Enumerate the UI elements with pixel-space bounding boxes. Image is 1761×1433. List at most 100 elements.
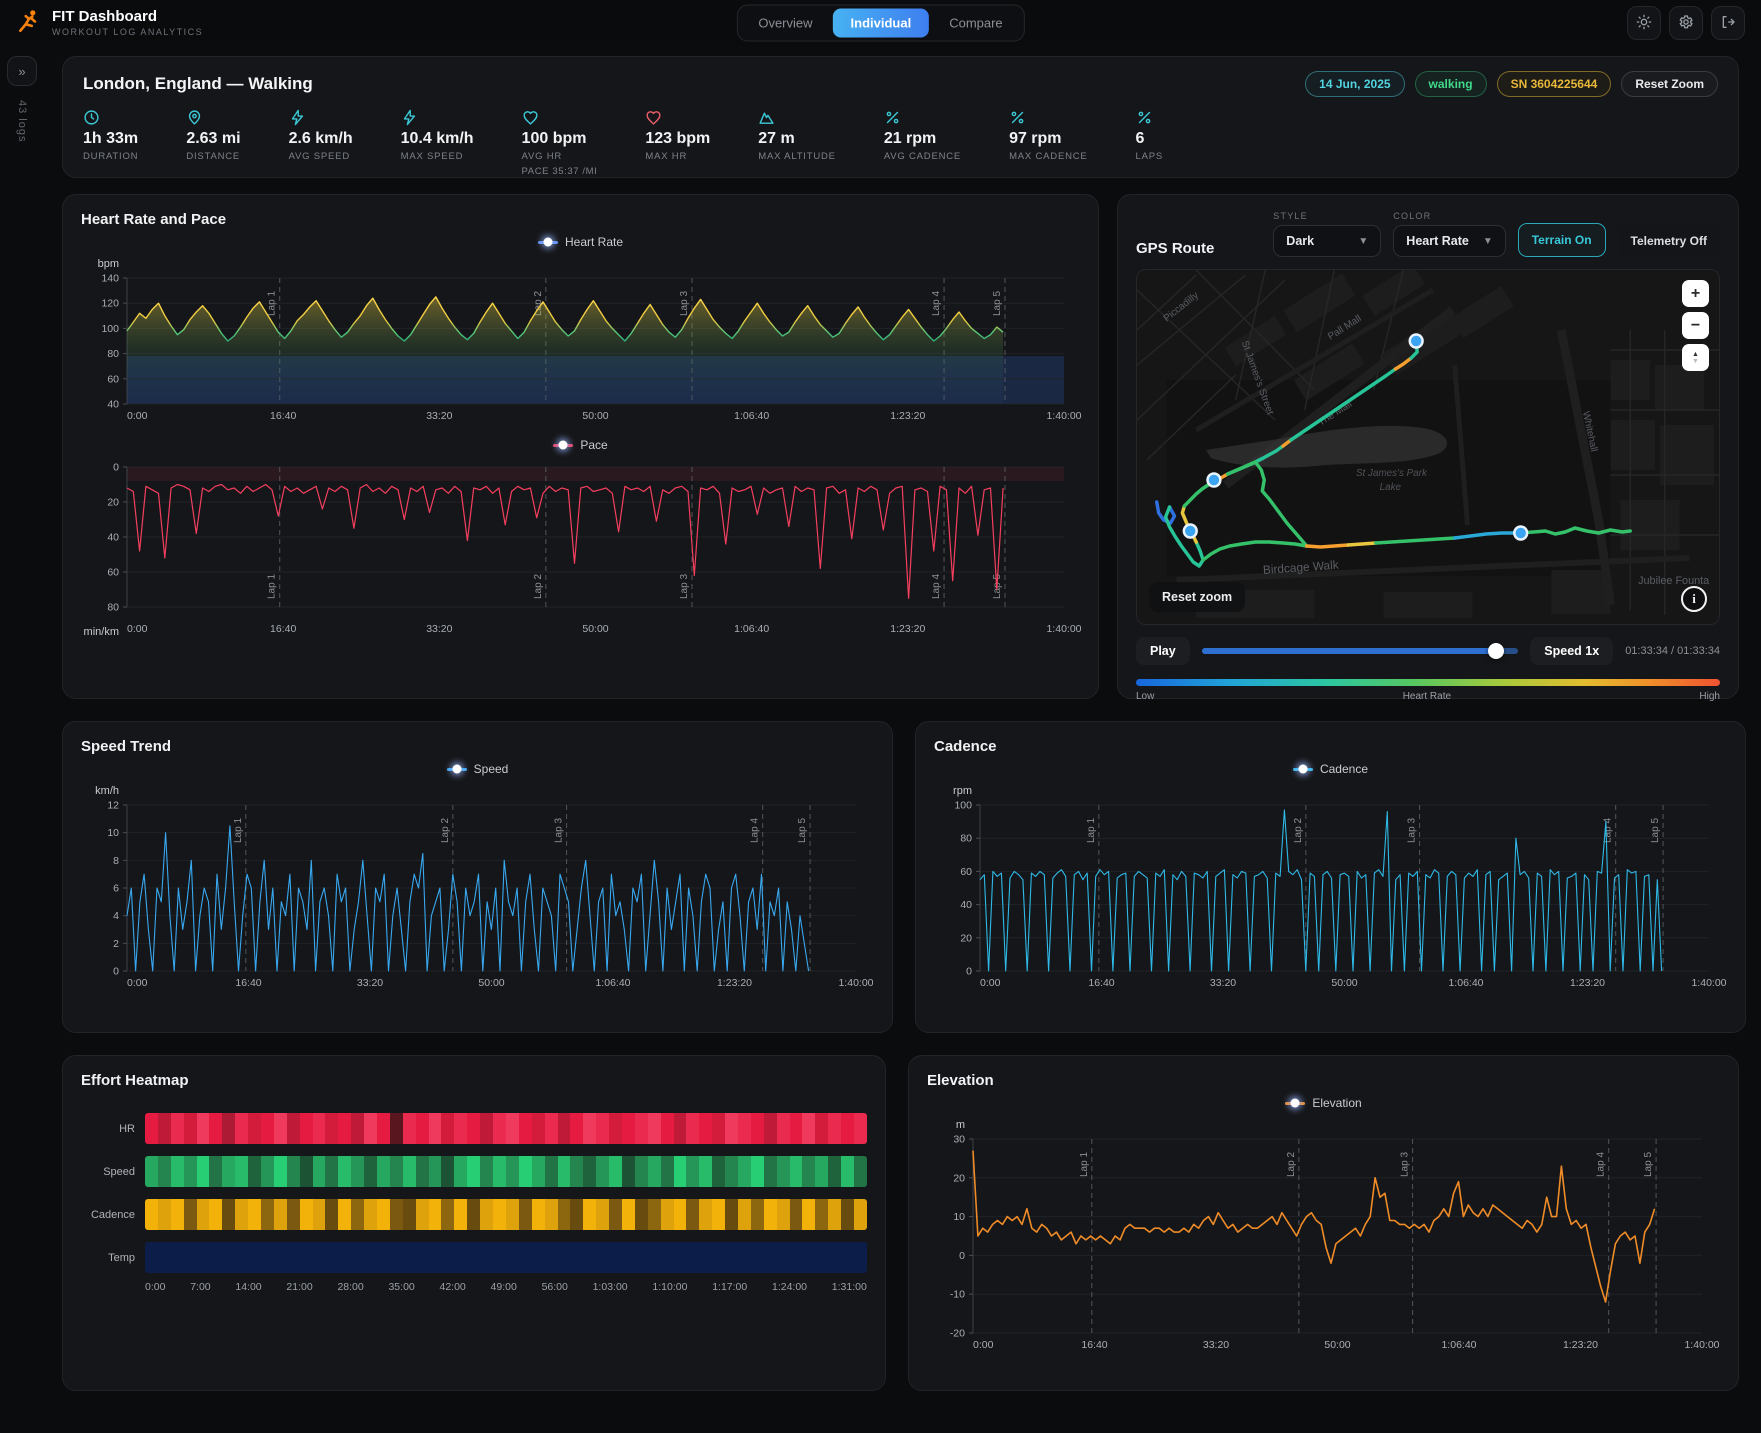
play-button[interactable]: Play [1136, 637, 1190, 665]
svg-text:Lake: Lake [1380, 482, 1402, 493]
stat-label: MAX SPEED [401, 151, 474, 162]
heart-rate-gradient-bar [1136, 679, 1720, 686]
heatmap-row-track[interactable] [145, 1113, 867, 1144]
playback-slider-thumb[interactable] [1488, 643, 1504, 659]
effort-heatmap[interactable]: HRSpeedCadenceTemp [81, 1113, 867, 1273]
heart-rate-legend-marker [538, 241, 558, 244]
stat-max-cadence: 97 rpmMAX CADENCE [1009, 109, 1087, 177]
map-attribution-info-button[interactable]: i [1681, 586, 1707, 612]
heatmap-row-label: Speed [81, 1166, 135, 1178]
svg-text:20: 20 [960, 932, 972, 944]
svg-text:10: 10 [953, 1211, 965, 1223]
color-label: COLOR [1393, 211, 1505, 221]
svg-text:Lap 1: Lap 1 [267, 574, 278, 599]
settings-button[interactable] [1669, 6, 1703, 40]
stat-laps: 6LAPS [1136, 109, 1164, 177]
svg-text:1:06:40: 1:06:40 [1448, 977, 1483, 989]
stat-label: MAX ALTITUDE [758, 151, 836, 162]
svg-text:1:06:40: 1:06:40 [595, 977, 630, 989]
app-subtitle: WORKOUT LOG ANALYTICS [52, 27, 203, 37]
chevron-down-icon: ▼ [1358, 236, 1368, 247]
stat-value: 10.4 km/h [401, 130, 474, 148]
svg-text:1:23:20: 1:23:20 [717, 977, 752, 989]
workout-summary-panel: London, England — Walking 14 Jun, 2025 w… [62, 56, 1739, 178]
svg-text:20: 20 [953, 1172, 965, 1184]
gradient-mid-label: Heart Rate [1403, 691, 1451, 702]
svg-text:60: 60 [107, 567, 119, 579]
playback-time: 01:33:34 / 01:33:34 [1625, 645, 1720, 657]
telemetry-toggle-button[interactable]: Telemetry Off [1618, 225, 1720, 257]
svg-text:100: 100 [101, 323, 119, 335]
svg-text:Lap 4: Lap 4 [1596, 1152, 1607, 1177]
playback-slider[interactable] [1202, 648, 1519, 654]
stat-value: 123 bpm [645, 130, 710, 148]
main-content: London, England — Walking 14 Jun, 2025 w… [44, 46, 1761, 1411]
svg-text:Lap 4: Lap 4 [931, 291, 942, 316]
speed-chart[interactable]: 1210864200:0016:4033:2050:001:06:401:23:… [81, 781, 874, 998]
percent-icon [884, 109, 961, 127]
svg-text:80: 80 [107, 602, 119, 614]
map-canvas[interactable]: PiccadillySt James's StreetPall MallThe … [1137, 270, 1719, 625]
summary-badges: 14 Jun, 2025 walking SN 3604225644 Reset… [1305, 71, 1718, 97]
svg-text:Lap 3: Lap 3 [1400, 1152, 1411, 1177]
svg-text:1:40:00: 1:40:00 [1046, 623, 1081, 635]
logout-button[interactable] [1711, 6, 1745, 40]
gps-map[interactable]: PiccadillySt James's StreetPall MallThe … [1136, 269, 1720, 625]
map-style-select[interactable]: Dark ▼ [1273, 225, 1381, 257]
sidebar-expand-button[interactable]: » [7, 56, 37, 86]
svg-text:80: 80 [107, 348, 119, 360]
svg-text:St James's Park: St James's Park [1356, 468, 1428, 479]
pace-chart[interactable]: 0204060800:0016:4033:2050:001:06:401:23:… [81, 457, 1080, 644]
percent-icon [1136, 109, 1164, 127]
heatmap-row-label: HR [81, 1123, 135, 1135]
sidebar-logs-count: 43 logs [16, 100, 28, 142]
playback-speed-button[interactable]: Speed 1x [1530, 637, 1613, 665]
gps-panel-title: GPS Route [1136, 240, 1214, 257]
svg-text:km/h: km/h [95, 785, 119, 797]
map-zoom-in-button[interactable]: + [1682, 280, 1709, 307]
svg-text:8: 8 [113, 855, 119, 867]
cadence-chart[interactable]: 1008060402000:0016:4033:2050:001:06:401:… [934, 781, 1727, 998]
svg-text:1:06:40: 1:06:40 [734, 410, 769, 422]
svg-text:Lap 5: Lap 5 [797, 818, 808, 843]
elevation-chart[interactable]: 3020100-10-200:0016:4033:2050:001:06:401… [927, 1115, 1720, 1360]
reset-zoom-button[interactable]: Reset Zoom [1621, 71, 1718, 97]
route-color-select[interactable]: Heart Rate ▼ [1393, 225, 1505, 257]
runner-logo-icon [16, 8, 42, 39]
app-logo: FIT Dashboard WORKOUT LOG ANALYTICS [16, 8, 203, 39]
heart-rate-chart[interactable]: 1401201008060400:0016:4033:2050:001:06:4… [81, 254, 1080, 431]
heatmap-row-track[interactable] [145, 1156, 867, 1187]
panel-title: Speed Trend [81, 738, 874, 755]
theme-toggle-button[interactable] [1627, 6, 1661, 40]
map-compass-button[interactable]: ▲▼ [1682, 344, 1709, 371]
svg-text:Lap 3: Lap 3 [554, 818, 565, 843]
svg-text:Lap 3: Lap 3 [679, 574, 690, 599]
terrain-toggle-button[interactable]: Terrain On [1518, 223, 1606, 257]
tab-individual[interactable]: Individual [833, 9, 930, 38]
bolt-icon [401, 109, 474, 127]
app-header: FIT Dashboard WORKOUT LOG ANALYTICS Over… [0, 0, 1761, 46]
heatmap-row-track[interactable] [145, 1199, 867, 1230]
map-zoom-out-button[interactable]: − [1682, 312, 1709, 339]
heatmap-row-label: Cadence [81, 1209, 135, 1221]
elevation-panel: Elevation Elevation 3020100-10-200:0016:… [908, 1055, 1739, 1391]
heatmap-row-track[interactable] [145, 1242, 867, 1273]
svg-text:140: 140 [101, 273, 119, 285]
map-reset-zoom-button[interactable]: Reset zoom [1149, 582, 1245, 612]
svg-text:m: m [956, 1119, 965, 1131]
tab-overview[interactable]: Overview [740, 9, 830, 38]
svg-text:33:20: 33:20 [1210, 977, 1236, 989]
svg-text:20: 20 [107, 497, 119, 509]
tab-compare[interactable]: Compare [931, 9, 1020, 38]
gradient-high-label: High [1699, 691, 1720, 702]
chevron-down-icon: ▼ [1483, 236, 1493, 247]
bolt-icon [289, 109, 353, 127]
stat-duration: 1h 33mDURATION [83, 109, 138, 177]
svg-text:50:00: 50:00 [1331, 977, 1357, 989]
svg-text:Lap 1: Lap 1 [233, 818, 244, 843]
workout-title: London, England — Walking [83, 74, 313, 94]
svg-text:33:20: 33:20 [426, 410, 452, 422]
svg-text:1:06:40: 1:06:40 [1441, 1339, 1476, 1351]
svg-text:Lap 5: Lap 5 [1650, 818, 1661, 843]
svg-text:16:40: 16:40 [1081, 1339, 1107, 1351]
